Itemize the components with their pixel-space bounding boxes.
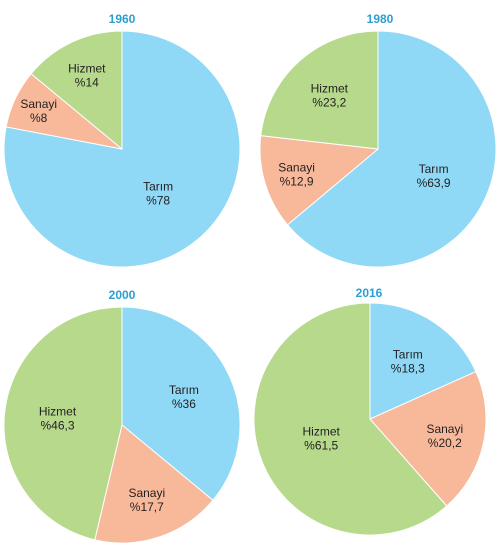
pie-slice-hizmet: [260, 30, 379, 150]
pie-slice-sanayi: [369, 370, 487, 507]
slice-value-label-tarim: %36: [172, 397, 196, 411]
pie-chart-1960: 1960 Tarım%78 Sanayi%8 Hizmet%14: [3, 12, 241, 268]
pie-chart-1980: 1980 Tarım%63,9 Sanayi%12,9 Hizmet%23,2: [259, 12, 497, 268]
slice-name-label-sanayi: Sanayi: [426, 422, 463, 436]
pie-slice-tarim: [369, 302, 477, 420]
pie-slice-tarim: [286, 30, 497, 268]
pie-chart-2000: 2000 Tarım%36 Sanayi%17,7 Hizmet%46,3: [3, 288, 241, 544]
slice-value-label-sanayi: %8: [30, 111, 48, 125]
chart-title: 2016: [356, 286, 383, 300]
slice-value-label-hizmet: %61,5: [304, 439, 338, 453]
slice-value-label-sanayi: %12,9: [280, 175, 314, 189]
slice-value-label-sanayi: %17,7: [130, 500, 164, 514]
slice-value-label-tarim: %78: [146, 194, 170, 208]
slice-value-label-tarim: %63,9: [417, 176, 451, 190]
slice-name-label-tarim: Tarım: [169, 383, 199, 397]
pie-slice-tarim: [121, 306, 241, 501]
pie-slice-sanayi: [94, 424, 214, 544]
slice-name-label-hizmet: Hizmet: [311, 81, 349, 95]
slice-name-label-sanayi: Sanayi: [278, 161, 315, 175]
slice-value-label-hizmet: %23,2: [312, 95, 346, 109]
slice-name-label-hizmet: Hizmet: [303, 425, 341, 439]
slice-name-label-tarim: Tarım: [419, 162, 449, 176]
pie-slice-hizmet: [3, 306, 123, 541]
pie-slice-hizmet: [30, 30, 123, 151]
slice-name-label-sanayi: Sanayi: [20, 97, 57, 111]
slice-value-label-sanayi: %20,2: [428, 436, 462, 450]
slice-name-label-hizmet: Hizmet: [39, 405, 77, 419]
slice-name-label-hizmet: Hizmet: [68, 61, 106, 75]
slice-name-label-tarim: Tarım: [143, 180, 173, 194]
slice-value-label-hizmet: %46,3: [40, 419, 74, 433]
chart-title: 1980: [367, 12, 394, 26]
chart-title: 2000: [109, 288, 136, 302]
pie-slice-sanayi: [259, 135, 380, 226]
slice-name-label-tarim: Tarım: [393, 348, 423, 362]
pie-slice-hizmet: [253, 302, 448, 536]
slice-value-label-hizmet: %14: [75, 75, 99, 89]
slice-name-label-sanayi: Sanayi: [128, 486, 165, 500]
slice-value-label-tarim: %18,3: [391, 362, 425, 376]
pie-chart-2016: 2016 Tarım%18,3 Sanayi%20,2 Hizmet%61,5: [253, 286, 487, 536]
chart-title: 1960: [109, 12, 136, 26]
